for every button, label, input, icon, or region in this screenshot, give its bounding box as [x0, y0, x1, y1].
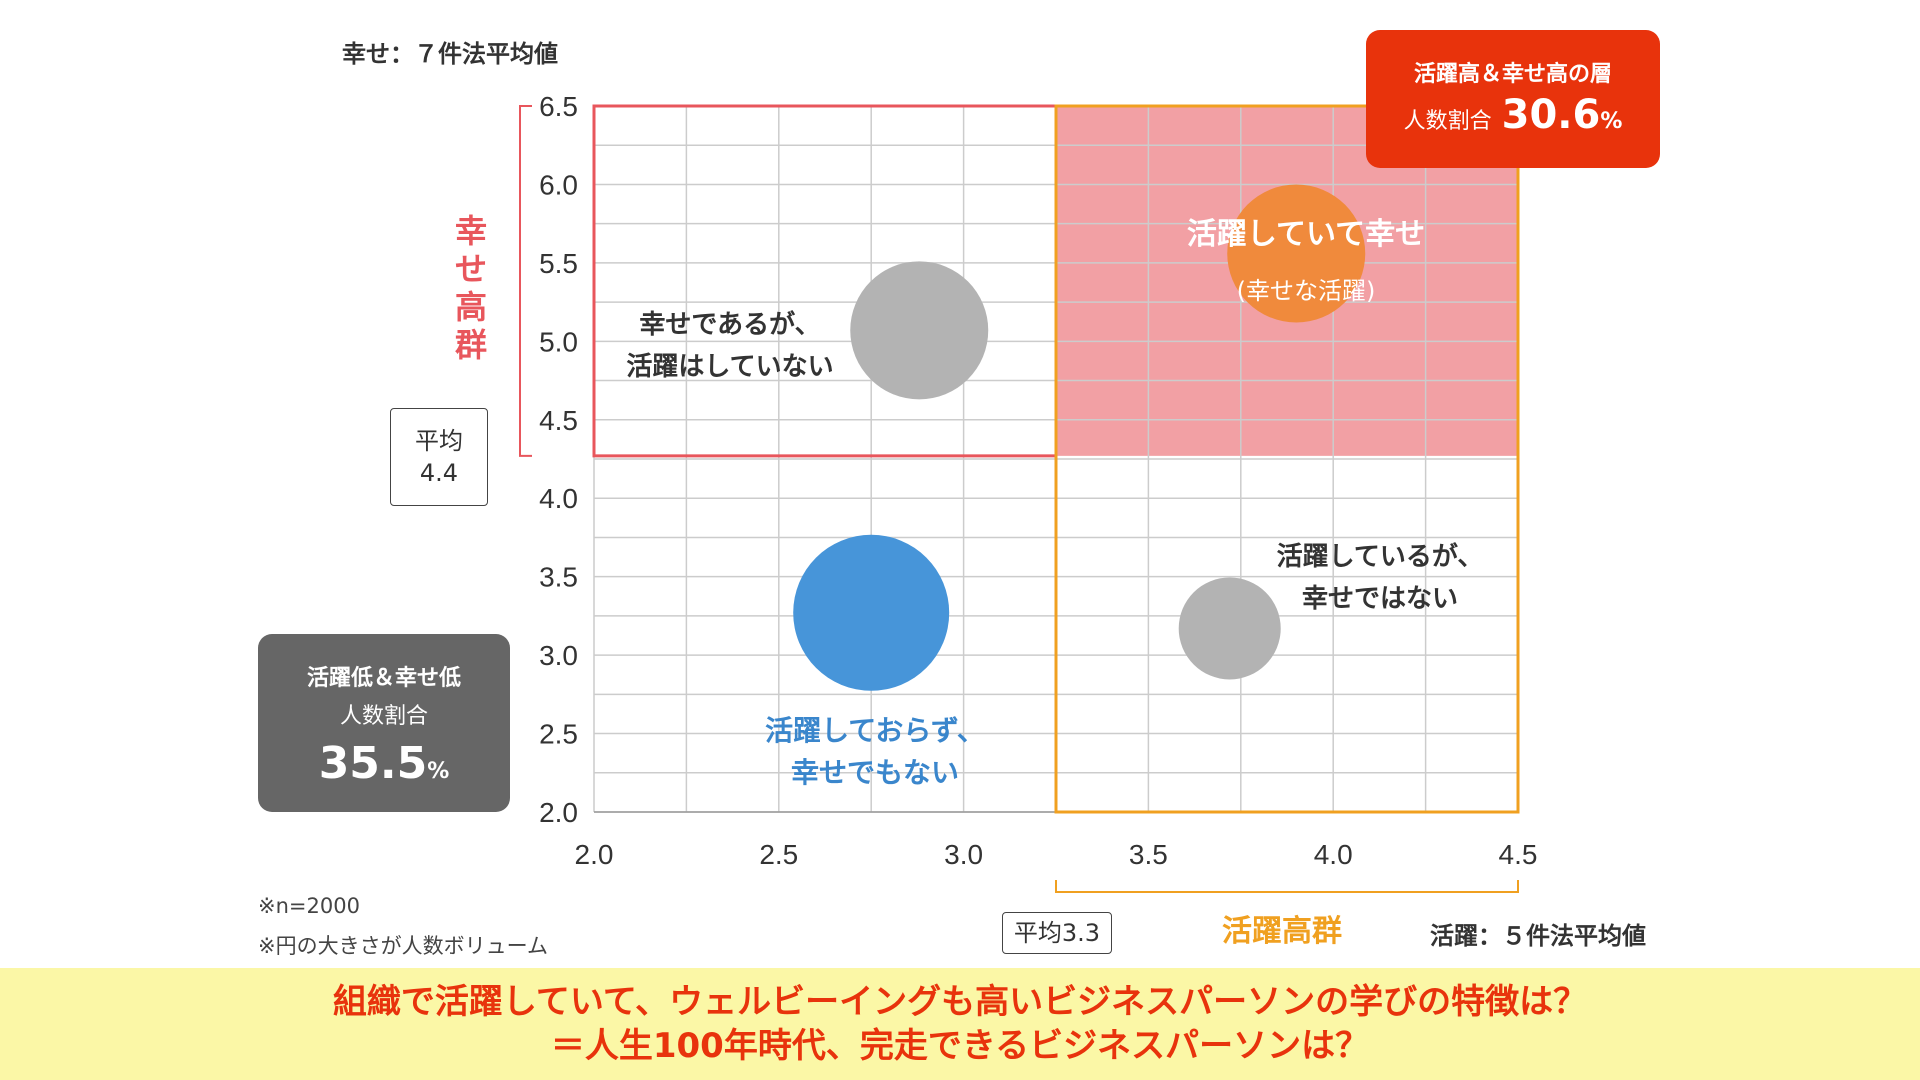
happy-high-bracket	[519, 105, 532, 457]
active-high-group-box	[1054, 104, 1520, 814]
bubble-size-note: ※円の大きさが人数ボリューム	[258, 934, 548, 958]
quadrant-label-line: 活躍しておらず、	[765, 714, 985, 747]
y-tick-label: 3.0	[539, 640, 578, 671]
stat-high-label: 人数割合	[1403, 109, 1492, 134]
x-tick-label: 4.5	[1499, 839, 1538, 870]
y-tick-label: 5.0	[539, 326, 578, 357]
y-average-value: 4.4	[419, 459, 459, 487]
y-tick-label: 4.0	[539, 483, 578, 514]
x-axis-title: 活躍：５件法平均値	[1430, 922, 1646, 950]
y-tick-label: 5.5	[539, 248, 578, 279]
active-high-group-label: 活躍高群	[1222, 914, 1342, 949]
happy-high-group-box	[592, 104, 1058, 458]
quadrant-label-top-left: 幸せであるが、 活躍はしていない	[608, 304, 852, 388]
stat-low-label: 人数割合	[339, 704, 428, 729]
stat-box-high: 活躍高＆幸せ高の層 人数割合 30.6%	[1366, 30, 1660, 168]
quadrant-label-bottom-left: 活躍しておらず、 幸せでもない	[730, 710, 1020, 794]
x-tick-labels: 2.0 2.5 3.0 3.5 4.0 4.5	[575, 839, 1538, 870]
stat-high-title: 活躍高＆幸せ高の層	[1413, 62, 1612, 87]
quadrant-label-line: 活躍はしていない	[626, 352, 834, 382]
x-average-label: 平均3.3	[1013, 919, 1101, 947]
y-tick-label: 4.5	[539, 405, 578, 436]
quadrant-sublabel-top-right: (幸せな活躍)	[1236, 277, 1376, 305]
stat-box-low: 活躍低＆幸せ低 人数割合 35.5%	[258, 634, 510, 812]
y-tick-label: 2.5	[539, 719, 578, 750]
quadrant-label-line: 幸せではない	[1301, 584, 1458, 614]
bubble	[1178, 577, 1281, 680]
x-tick-label: 2.0	[575, 839, 614, 870]
banner-line-1: 組織で活躍していて、ウェルビーイングも高いビジネスパーソンの学びの特徴は？	[332, 982, 1588, 1022]
stat-low-value: 35.5	[318, 738, 428, 789]
y-tick-labels: 6.5 6.0 5.5 5.0 4.5 4.0 3.5 3.0 2.5 2.0	[539, 91, 578, 828]
x-tick-label: 2.5	[759, 839, 798, 870]
stat-high-value: 30.6	[1501, 92, 1601, 138]
bubble	[850, 261, 989, 400]
y-average-label: 平均	[415, 427, 463, 455]
x-tick-label: 3.5	[1129, 839, 1168, 870]
quadrant-label-line: 幸せであるが、	[639, 310, 821, 340]
bubble	[793, 534, 950, 691]
y-tick-label: 6.5	[539, 91, 578, 122]
y-tick-label: 3.5	[539, 562, 578, 593]
stat-low-title: 活躍低＆幸せ低	[306, 666, 461, 691]
footer-banner: 組織で活躍していて、ウェルビーイングも高いビジネスパーソンの学びの特徴は？ ＝人…	[0, 968, 1920, 1080]
x-tick-label: 3.0	[944, 839, 983, 870]
sample-size-note: ※n=2000	[258, 894, 360, 918]
bubbles	[793, 184, 1366, 691]
x-tick-label: 4.0	[1314, 839, 1353, 870]
active-high-bracket	[1055, 880, 1519, 893]
y-axis-title: 幸せ：７件法平均値	[342, 40, 558, 68]
x-average-box: 平均3.3	[1002, 912, 1112, 954]
stat-low-unit: %	[427, 759, 450, 784]
y-average-box: 平均 4.4	[390, 408, 488, 506]
y-tick-label: 6.0	[539, 169, 578, 200]
happy-high-group-label: 幸せ高群	[454, 212, 487, 364]
quadrant-label-line: 活躍しているが、	[1276, 542, 1484, 572]
banner-line-2: ＝人生100年時代、完走できるビジネスパーソンは？	[550, 1026, 1370, 1066]
quadrant-label-top-right: 活躍していて幸せ	[1186, 217, 1426, 252]
stat-high-unit: %	[1600, 109, 1623, 134]
y-tick-label: 2.0	[539, 797, 578, 828]
quadrant-label-bottom-right: 活躍しているが、 幸せではない	[1250, 536, 1510, 620]
quadrant-label-line: 幸せでもない	[790, 756, 959, 789]
bubble	[1227, 184, 1366, 323]
